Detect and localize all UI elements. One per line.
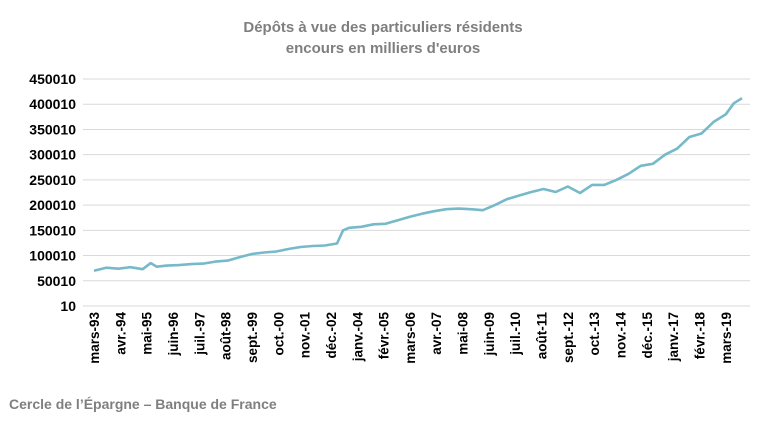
x-tick-label: mars-06 [403, 312, 418, 364]
x-tick-label: oct.-13 [587, 312, 602, 356]
y-tick-label: 100010 [29, 248, 76, 264]
x-tick-label: avr.-94 [113, 312, 128, 355]
x-tick-label: juin-09 [482, 312, 497, 357]
chart-subtitle: encours en milliers d'euros [285, 40, 481, 57]
x-tick-label: juin-96 [166, 312, 181, 357]
x-tick-label: févr.-18 [692, 312, 707, 360]
y-tick-label: 450010 [29, 71, 76, 87]
x-tick-label: mars-93 [87, 312, 102, 364]
chart-title: Dépôts à vue des particuliers résidents … [0, 17, 766, 59]
x-tick-label: déc.-02 [324, 312, 339, 359]
y-tick-label: 350010 [29, 121, 76, 137]
source-label: Cercle de l’Épargne – Banque de France [9, 396, 277, 412]
x-tick-label: mai-08 [456, 312, 471, 355]
y-tick-label: 150010 [29, 222, 76, 238]
series-line [93, 97, 743, 272]
x-tick-label: déc.-15 [640, 312, 655, 359]
chart-title-line1: Dépôts à vue des particuliers résidents [243, 19, 523, 36]
x-tick-label: févr.-05 [377, 312, 392, 360]
y-tick-label: 300010 [29, 147, 76, 163]
x-tick-label: sept.-99 [245, 312, 260, 363]
y-tick-label: 250010 [29, 172, 76, 188]
y-tick-label: 10 [60, 298, 76, 314]
x-tick-label: nov.-01 [298, 312, 313, 359]
y-tick-label: 200010 [29, 197, 76, 213]
x-tick-label: janv.-17 [666, 312, 681, 362]
x-tick-label: août-98 [219, 312, 234, 361]
x-tick-label: août-11 [535, 312, 550, 360]
x-tick-label: juil.-10 [508, 312, 523, 356]
y-tick-label: 50010 [37, 273, 76, 289]
x-tick-label: nov.-14 [614, 312, 629, 359]
x-tick-label: juil.-97 [192, 312, 207, 356]
x-tick-label: janv.-04 [350, 312, 365, 363]
x-tick-label: mai-95 [140, 312, 155, 355]
y-tick-label: 400010 [29, 96, 76, 112]
x-tick-label: mars-19 [719, 312, 734, 364]
x-tick-label: avr.-07 [429, 312, 444, 355]
x-tick-label: sept.-12 [561, 312, 576, 363]
x-tick-label: oct.-00 [271, 312, 286, 356]
